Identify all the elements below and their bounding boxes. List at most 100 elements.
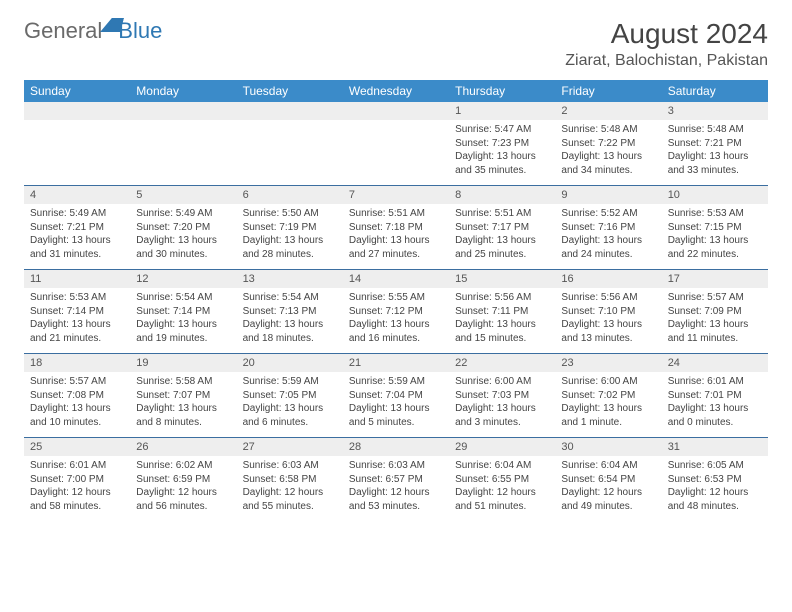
detail-cell: Sunrise: 5:55 AMSunset: 7:12 PMDaylight:…	[343, 288, 449, 353]
sunset: Sunset: 7:02 PM	[561, 389, 655, 403]
sunrise: Sunrise: 5:49 AM	[136, 207, 230, 221]
sunset: Sunset: 7:21 PM	[30, 221, 124, 235]
daynum-cell	[343, 102, 449, 120]
detail-row: Sunrise: 6:01 AMSunset: 7:00 PMDaylight:…	[24, 456, 768, 521]
sunrise: Sunrise: 5:52 AM	[561, 207, 655, 221]
detail-cell: Sunrise: 6:05 AMSunset: 6:53 PMDaylight:…	[662, 456, 768, 521]
daynum-cell: 1	[449, 102, 555, 120]
daylight-line1: Daylight: 12 hours	[455, 486, 549, 500]
daynum-cell: 16	[555, 270, 661, 288]
daylight-line2: and 48 minutes.	[668, 500, 762, 514]
sunset: Sunset: 7:04 PM	[349, 389, 443, 403]
daylight-line1: Daylight: 12 hours	[30, 486, 124, 500]
daynum-cell: 13	[237, 270, 343, 288]
sunset: Sunset: 7:01 PM	[668, 389, 762, 403]
detail-cell: Sunrise: 5:59 AMSunset: 7:05 PMDaylight:…	[237, 372, 343, 437]
sunrise: Sunrise: 5:58 AM	[136, 375, 230, 389]
sunrise: Sunrise: 5:59 AM	[243, 375, 337, 389]
dow-cell: Monday	[130, 80, 236, 102]
daylight-line1: Daylight: 13 hours	[455, 234, 549, 248]
daylight-line1: Daylight: 13 hours	[243, 402, 337, 416]
daynum-cell: 30	[555, 438, 661, 456]
daynum-cell: 2	[555, 102, 661, 120]
detail-cell: Sunrise: 5:57 AMSunset: 7:09 PMDaylight:…	[662, 288, 768, 353]
daylight-line1: Daylight: 13 hours	[561, 150, 655, 164]
detail-cell: Sunrise: 5:47 AMSunset: 7:23 PMDaylight:…	[449, 120, 555, 185]
daynum-cell	[130, 102, 236, 120]
detail-row: Sunrise: 5:49 AMSunset: 7:21 PMDaylight:…	[24, 204, 768, 269]
detail-cell: Sunrise: 5:54 AMSunset: 7:13 PMDaylight:…	[237, 288, 343, 353]
daynum-row: 18192021222324	[24, 354, 768, 372]
sunrise: Sunrise: 5:51 AM	[455, 207, 549, 221]
dow-cell: Sunday	[24, 80, 130, 102]
daylight-line1: Daylight: 13 hours	[668, 150, 762, 164]
sunset: Sunset: 7:23 PM	[455, 137, 549, 151]
sunset: Sunset: 7:05 PM	[243, 389, 337, 403]
daynum-cell: 24	[662, 354, 768, 372]
sunrise: Sunrise: 6:01 AM	[30, 459, 124, 473]
sunset: Sunset: 7:14 PM	[30, 305, 124, 319]
sunset: Sunset: 7:10 PM	[561, 305, 655, 319]
sunset: Sunset: 6:53 PM	[668, 473, 762, 487]
daylight-line2: and 31 minutes.	[30, 248, 124, 262]
sunrise: Sunrise: 5:57 AM	[30, 375, 124, 389]
sunrise: Sunrise: 5:50 AM	[243, 207, 337, 221]
daylight-line1: Daylight: 13 hours	[455, 402, 549, 416]
sunset: Sunset: 7:21 PM	[668, 137, 762, 151]
sunset: Sunset: 7:07 PM	[136, 389, 230, 403]
daylight-line1: Daylight: 13 hours	[30, 234, 124, 248]
daylight-line2: and 27 minutes.	[349, 248, 443, 262]
sunset: Sunset: 7:14 PM	[136, 305, 230, 319]
daylight-line2: and 5 minutes.	[349, 416, 443, 430]
detail-cell: Sunrise: 6:00 AMSunset: 7:03 PMDaylight:…	[449, 372, 555, 437]
sunrise: Sunrise: 5:56 AM	[455, 291, 549, 305]
sunrise: Sunrise: 5:48 AM	[561, 123, 655, 137]
sunrise: Sunrise: 5:54 AM	[136, 291, 230, 305]
detail-cell: Sunrise: 5:52 AMSunset: 7:16 PMDaylight:…	[555, 204, 661, 269]
daylight-line1: Daylight: 12 hours	[668, 486, 762, 500]
detail-cell	[343, 120, 449, 185]
sunset: Sunset: 6:57 PM	[349, 473, 443, 487]
daylight-line2: and 10 minutes.	[30, 416, 124, 430]
detail-cell	[130, 120, 236, 185]
daylight-line2: and 55 minutes.	[243, 500, 337, 514]
detail-cell: Sunrise: 5:53 AMSunset: 7:15 PMDaylight:…	[662, 204, 768, 269]
detail-cell: Sunrise: 5:57 AMSunset: 7:08 PMDaylight:…	[24, 372, 130, 437]
sunrise: Sunrise: 5:56 AM	[561, 291, 655, 305]
daynum-cell: 25	[24, 438, 130, 456]
sunrise: Sunrise: 6:00 AM	[455, 375, 549, 389]
sunrise: Sunrise: 6:05 AM	[668, 459, 762, 473]
detail-cell: Sunrise: 6:02 AMSunset: 6:59 PMDaylight:…	[130, 456, 236, 521]
detail-row: Sunrise: 5:57 AMSunset: 7:08 PMDaylight:…	[24, 372, 768, 437]
detail-cell: Sunrise: 5:54 AMSunset: 7:14 PMDaylight:…	[130, 288, 236, 353]
daynum-cell: 6	[237, 186, 343, 204]
daylight-line1: Daylight: 13 hours	[349, 318, 443, 332]
daynum-cell	[237, 102, 343, 120]
daylight-line1: Daylight: 12 hours	[243, 486, 337, 500]
daylight-line2: and 35 minutes.	[455, 164, 549, 178]
daynum-cell: 29	[449, 438, 555, 456]
daylight-line2: and 51 minutes.	[455, 500, 549, 514]
detail-cell: Sunrise: 5:58 AMSunset: 7:07 PMDaylight:…	[130, 372, 236, 437]
daynum-cell: 12	[130, 270, 236, 288]
daylight-line2: and 21 minutes.	[30, 332, 124, 346]
daylight-line1: Daylight: 12 hours	[561, 486, 655, 500]
sunrise: Sunrise: 6:01 AM	[668, 375, 762, 389]
dow-row: SundayMondayTuesdayWednesdayThursdayFrid…	[24, 80, 768, 102]
daynum-cell: 7	[343, 186, 449, 204]
daynum-row: 25262728293031	[24, 438, 768, 456]
daynum-cell: 19	[130, 354, 236, 372]
dow-cell: Friday	[555, 80, 661, 102]
detail-cell: Sunrise: 5:49 AMSunset: 7:20 PMDaylight:…	[130, 204, 236, 269]
daynum-cell: 20	[237, 354, 343, 372]
detail-cell: Sunrise: 5:50 AMSunset: 7:19 PMDaylight:…	[237, 204, 343, 269]
sunset: Sunset: 7:16 PM	[561, 221, 655, 235]
daylight-line2: and 19 minutes.	[136, 332, 230, 346]
sunset: Sunset: 7:19 PM	[243, 221, 337, 235]
daynum-cell: 22	[449, 354, 555, 372]
detail-cell: Sunrise: 5:48 AMSunset: 7:22 PMDaylight:…	[555, 120, 661, 185]
sunrise: Sunrise: 6:03 AM	[349, 459, 443, 473]
sunset: Sunset: 7:22 PM	[561, 137, 655, 151]
detail-cell	[237, 120, 343, 185]
daylight-line2: and 58 minutes.	[30, 500, 124, 514]
